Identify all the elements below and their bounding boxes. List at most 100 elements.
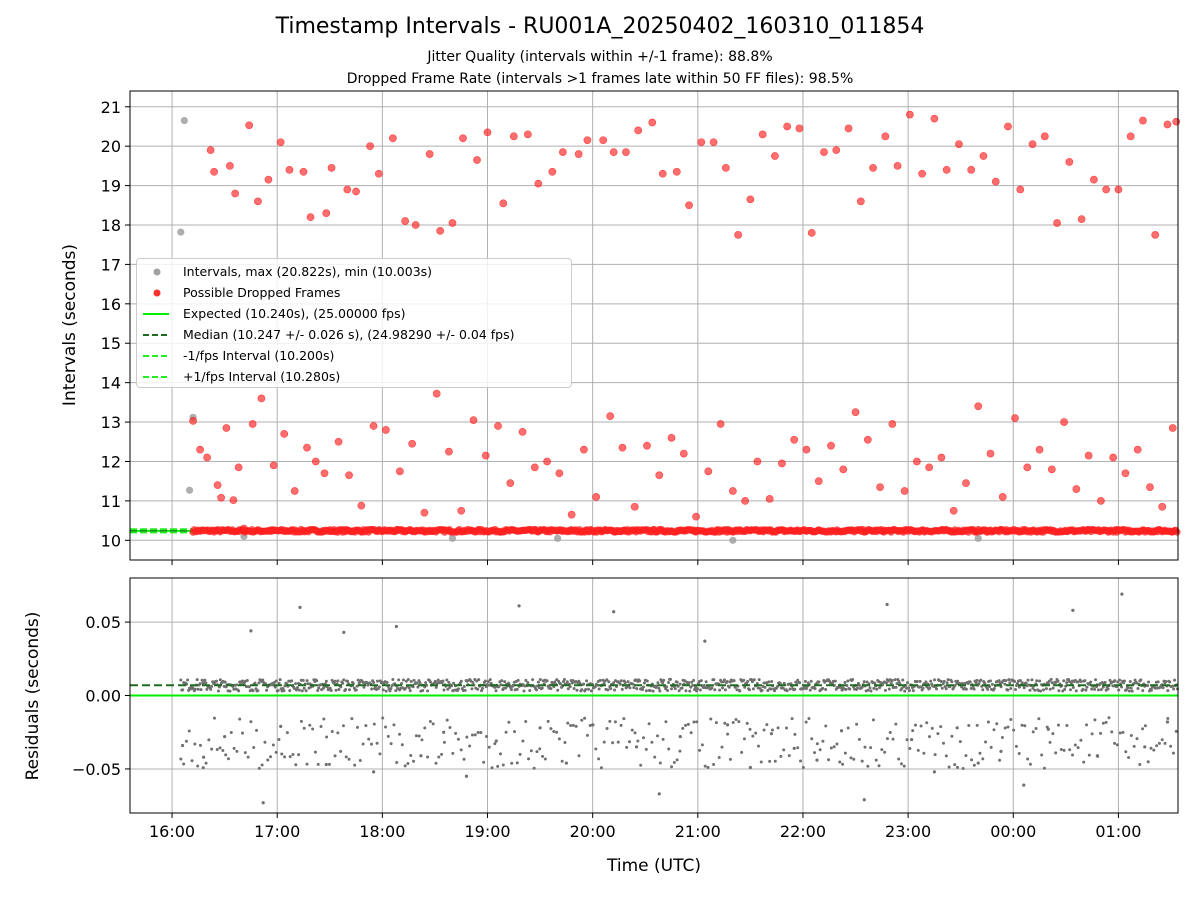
residual-point [605, 726, 609, 730]
residual-point [998, 758, 1002, 762]
residual-point [278, 678, 282, 682]
residual-point [597, 757, 601, 761]
residual-point [766, 688, 770, 692]
residual-point [673, 687, 677, 691]
residual-point [254, 687, 258, 691]
residual-point [1020, 723, 1024, 727]
residual-point [734, 718, 738, 722]
residual-point [1111, 684, 1115, 688]
residual-point [911, 729, 915, 733]
legend-symbol-minus-fps [143, 355, 169, 357]
dropped-frame-point [420, 508, 429, 517]
residual-point [1037, 717, 1041, 721]
residual-point [437, 755, 441, 759]
residual-point [1171, 684, 1175, 688]
residual-point [695, 687, 699, 691]
residual-point [700, 743, 704, 747]
dropped-frame-point [369, 422, 378, 430]
residual-point [488, 678, 492, 682]
residual-point [516, 678, 520, 682]
chart-subtitle-jitter: Jitter Quality (intervals within +/-1 fr… [427, 49, 773, 65]
residual-point [698, 748, 702, 752]
residual-point [900, 687, 904, 691]
residual-point [869, 689, 873, 693]
top-y-tick-label: 11 [101, 492, 121, 511]
dropped-frame-point [658, 169, 667, 178]
residual-point [500, 679, 504, 683]
residual-point [983, 681, 987, 685]
residual-point [386, 734, 390, 738]
residual-point [251, 689, 255, 693]
residual-point [1155, 744, 1159, 748]
residual-point [445, 678, 449, 682]
residual-point [487, 745, 491, 749]
residual-point [798, 681, 802, 685]
dropped-frame-point [692, 512, 700, 521]
residual-point [584, 688, 588, 692]
residual-point [686, 722, 690, 726]
residual-point [868, 686, 872, 690]
dropped-frame-point [352, 187, 360, 196]
residual-point [300, 689, 304, 693]
residual-point [776, 726, 780, 730]
bottom-y-axis-label: Residuals (seconds) [23, 612, 43, 781]
residual-point [658, 761, 662, 765]
dropped-frame-point [1023, 463, 1032, 472]
dropped-frame-point [469, 416, 478, 424]
residual-point [835, 742, 839, 746]
residual-point [415, 681, 419, 685]
top-y-tick-label: 19 [101, 177, 121, 196]
legend: Intervals, max (20.822s), min (10.003s) … [136, 258, 572, 388]
residual-point [759, 760, 763, 764]
residual-point [668, 677, 672, 681]
residual-point [808, 688, 812, 692]
residual-point [434, 685, 438, 689]
residual-point [639, 763, 643, 767]
residual-point [871, 718, 875, 722]
residual-point [1093, 718, 1097, 722]
top-y-tick-label: 14 [101, 374, 121, 393]
residual-point [562, 677, 566, 681]
dropped-frame-point [1121, 469, 1130, 478]
residual-point [717, 756, 721, 760]
residual-point [280, 752, 284, 756]
residual-point [689, 731, 693, 735]
dropped-frame-point [579, 445, 588, 454]
residual-point [1172, 687, 1176, 691]
residual-point [423, 726, 427, 730]
dropped-frame-point [234, 463, 243, 472]
bottom-y-tick-label: 0.05 [85, 613, 121, 632]
residual-point [1090, 687, 1094, 691]
residual-point [448, 726, 452, 730]
residual-point [294, 763, 298, 767]
residual-point [384, 725, 388, 729]
residual-point [684, 723, 688, 727]
residual-point [235, 749, 239, 753]
residual-point [566, 687, 570, 691]
dropped-frame-point [844, 124, 853, 133]
residual-point [560, 759, 564, 763]
residual-point [1014, 744, 1018, 748]
residual-point [446, 687, 450, 691]
residual-outlier-point [955, 726, 959, 730]
residual-point [619, 723, 623, 727]
dropped-frame-point [425, 150, 434, 158]
residual-point [801, 765, 805, 769]
residual-point [468, 744, 472, 748]
residual-point [283, 684, 287, 688]
residual-point [522, 689, 526, 693]
residual-point [377, 685, 381, 689]
residual-point [929, 679, 933, 683]
residual-point [524, 719, 528, 723]
dropped-frame-point [1133, 445, 1142, 454]
residual-point [527, 757, 531, 761]
residual-point [483, 679, 487, 683]
residual-point [355, 684, 359, 688]
residual-point [666, 689, 670, 693]
residual-point [1146, 684, 1150, 688]
residual-point [979, 678, 983, 682]
residual-point [398, 732, 402, 736]
dropped-frame-point [962, 479, 970, 488]
residual-point [978, 751, 982, 755]
residual-point [597, 687, 601, 691]
